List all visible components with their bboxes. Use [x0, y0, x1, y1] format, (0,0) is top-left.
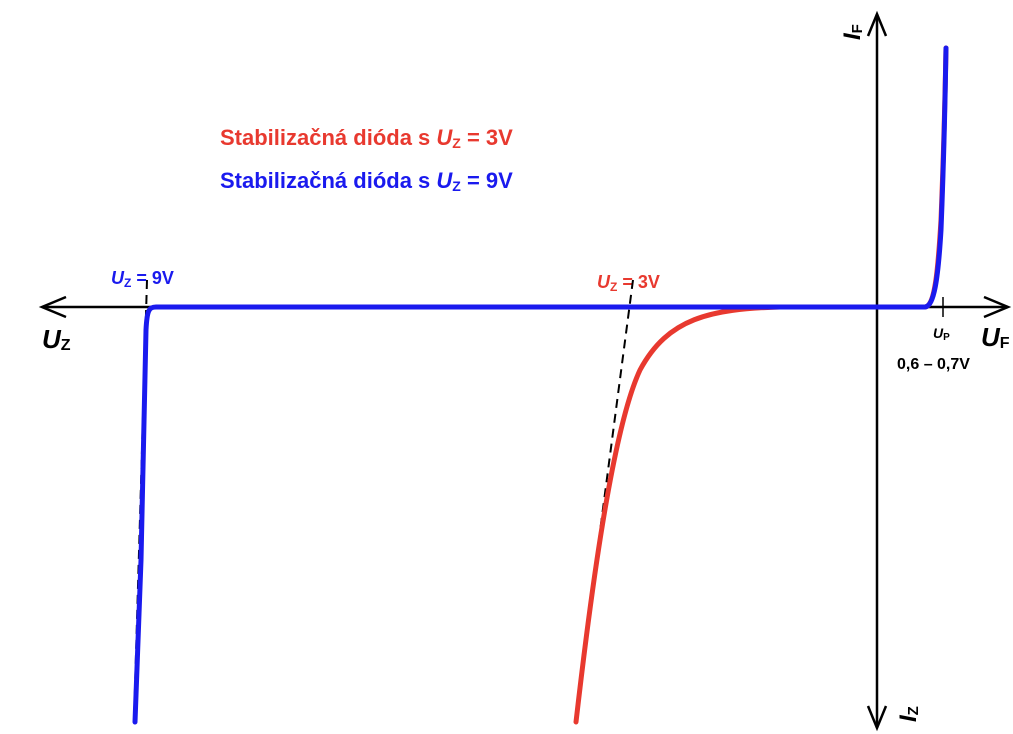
- annotation-uz3: UZ = 3V: [597, 272, 660, 294]
- x-axis-left-arrow: [38, 295, 67, 319]
- series-curve-uz9: [132, 45, 949, 725]
- annotation-up-range: 0,6 – 0,7V: [897, 356, 970, 373]
- annotation-up: UP: [933, 325, 950, 343]
- legend-entry-uz3: Stabilizačná dióda s UZ = 3V: [220, 125, 513, 151]
- y-negative-axis-label: IZ: [895, 706, 922, 722]
- y-axis-top-arrow: [866, 10, 888, 37]
- annotation-uz9: UZ = 9V: [111, 268, 174, 290]
- y-axis-bottom-arrow: [866, 705, 888, 732]
- x-positive-axis-label: UF: [981, 322, 1010, 352]
- y-positive-axis-label: IF: [839, 24, 866, 40]
- legend: Stabilizačná dióda s UZ = 3V Stabilizačn…: [220, 125, 513, 194]
- series-curve-uz3: [573, 45, 949, 725]
- x-negative-axis-label: UZ: [42, 324, 71, 354]
- axes: [38, 10, 1012, 732]
- x-axis-right-arrow: [983, 295, 1012, 319]
- legend-entry-uz9: Stabilizačná dióda s UZ = 9V: [220, 168, 513, 194]
